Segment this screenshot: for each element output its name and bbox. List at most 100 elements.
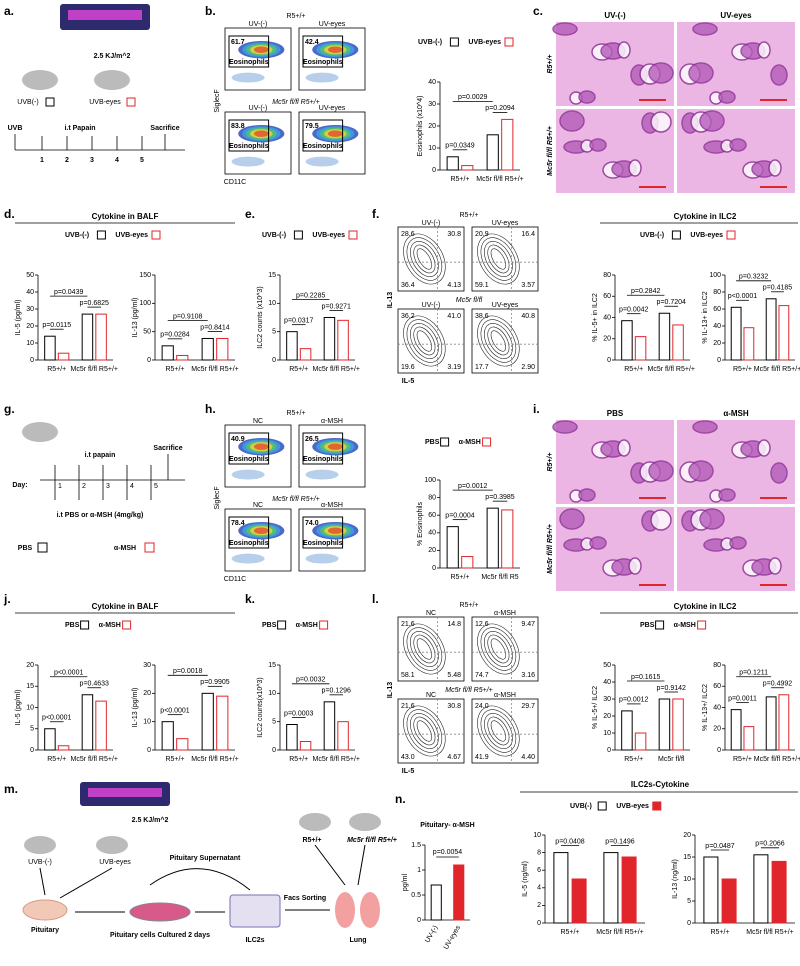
y-axis-label: % IL-5+/ ILC2 [592,686,599,729]
day-label: 5 [140,157,144,164]
y-tick-label: 40 [26,289,34,296]
x-tick-label: R5+/+ [560,929,579,936]
x-tick-label: Mc5r fl/fl R5+/+ [313,756,360,763]
x-tick-label: R5+/+ [624,366,643,373]
contour [484,713,513,749]
y-tick-label: 80 [603,272,611,279]
y-tick-label: 10 [26,340,34,347]
x-tick-label: Mc5r fl/fl R5+/+ [71,366,118,373]
quadrant-value: 28.6 [401,231,415,238]
flow-column-label: UV-eyes [319,105,346,112]
panel-label: k. [245,592,255,606]
mouse-label: R5+/+ [302,837,321,844]
x-tick-label: Mc5r fl/fl [658,756,685,763]
y-tick-label: 20 [26,323,34,330]
p-value: p=0.0054 [433,849,462,856]
bar [571,878,587,924]
panel-label: h. [205,402,216,416]
contour [477,623,520,675]
p-value: p=0.8414 [200,324,229,331]
arrows [39,844,366,913]
chart-title: Pituitary- α-MSH [420,822,474,829]
x-tick-label: Mc5r fl/fl R5+/+ [71,756,118,763]
day-label: 3 [106,483,110,490]
y-tick-label: 30 [26,306,34,313]
y-tick-label: 10 [143,719,151,726]
y-tick-label: 40 [428,530,436,537]
bar [286,331,298,361]
contour [416,638,433,660]
y-tick-label: 5 [687,898,691,905]
quadrant-value: 38.6 [475,313,489,320]
step-label: Pituitary Supernatant [170,855,241,862]
tissue [768,557,782,575]
bar [95,700,107,751]
density [305,72,339,83]
panel-label: c. [533,4,543,18]
bar [446,526,459,569]
x-tick-label: Mc5r fl/fl R5+/+ [313,366,360,373]
gate [302,432,344,465]
tissue [648,460,674,482]
y-tick-label: 40 [713,704,721,711]
contour [413,716,436,746]
y-tick-label: 150 [139,272,151,279]
contour [403,315,446,367]
legend-label: α-MSH [296,622,318,629]
y-tick-label: 5 [272,719,276,726]
contour [410,241,439,277]
quadrant-value: 3.16 [521,672,535,679]
day-label: 2 [82,483,86,490]
group-label: UVB-(-) [28,859,52,866]
y-tick-label: 0.5 [411,892,421,899]
tissue [768,159,782,177]
contour [490,248,507,270]
flow-column-label: UV-eyes [319,21,346,28]
p-value: p<0.0001 [54,670,83,677]
gate-value: 79.5 [305,123,319,130]
bar [765,298,777,361]
bar [553,852,569,924]
y-tick-label: 20 [428,123,436,130]
section-title: Cytokine in ILC2 [674,602,737,611]
tissue [589,536,607,550]
legend-swatch [655,620,665,630]
y-tick-label: 4 [537,885,541,892]
y-axis-label: IL-13 (pg/ml) [132,688,139,728]
flow-x-label: IL-5 [402,768,415,775]
panel-label: l. [372,592,379,606]
quadrant-value: 4.67 [447,754,461,761]
contour [490,638,507,660]
quadrant-value: 24.0 [475,703,489,710]
gate [228,35,270,68]
p-value: p=0.0487 [705,843,734,850]
y-tick-label: 40 [603,314,611,321]
bar [161,721,174,751]
x-tick-label: UV-(-) [424,924,439,944]
tissue [617,41,631,59]
lung [360,892,380,928]
contour [487,716,510,746]
tissue [578,488,596,502]
gate-value: 74.0 [305,520,319,527]
contour [477,705,520,757]
density [254,443,269,450]
x-tick-label: R5+/+ [165,756,184,763]
flow-x-label: IL-5 [402,378,415,385]
p-value: p=0.9142 [657,685,686,692]
legend-swatch [440,437,450,447]
density [254,527,269,534]
flow-column-label: NC [426,610,436,617]
x-tick-label: Mc5r fl/fl R5+/+ [191,366,238,373]
day-label: 1 [40,157,44,164]
flow-row-label: Mc5r fl/fl R5+/+ [445,687,492,694]
flow-x-label: CD11C [224,179,246,186]
flow-column-label: NC [253,502,263,509]
panel-label: e. [245,207,255,221]
y-tick-label: 5 [272,329,276,336]
quadrant-value: 17.7 [475,364,489,371]
bar [299,348,312,361]
bar [621,320,633,361]
y-tick-label: 40 [713,323,721,330]
legend-swatch [726,230,736,240]
